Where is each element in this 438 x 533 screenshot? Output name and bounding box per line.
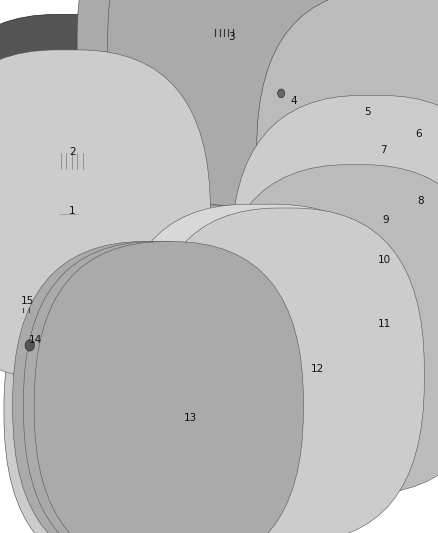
FancyBboxPatch shape [212, 35, 240, 48]
FancyBboxPatch shape [390, 195, 409, 208]
FancyBboxPatch shape [0, 14, 202, 341]
FancyBboxPatch shape [13, 241, 282, 533]
Polygon shape [86, 197, 97, 208]
Circle shape [25, 340, 35, 351]
FancyBboxPatch shape [4, 247, 271, 533]
Circle shape [415, 132, 419, 137]
FancyBboxPatch shape [116, 204, 407, 533]
FancyBboxPatch shape [360, 215, 380, 230]
FancyBboxPatch shape [20, 297, 35, 309]
Text: 4: 4 [290, 96, 297, 106]
Text: 5: 5 [364, 107, 371, 117]
Text: 10: 10 [378, 255, 391, 265]
FancyBboxPatch shape [147, 208, 424, 533]
Text: 7: 7 [380, 146, 387, 155]
Polygon shape [0, 147, 366, 305]
Text: 12: 12 [311, 364, 324, 374]
Circle shape [50, 249, 122, 337]
FancyBboxPatch shape [34, 241, 304, 533]
Text: 11: 11 [378, 319, 391, 329]
FancyBboxPatch shape [77, 0, 343, 206]
Circle shape [241, 249, 314, 337]
FancyBboxPatch shape [44, 247, 311, 533]
Text: 1: 1 [69, 206, 76, 215]
Text: 8: 8 [417, 197, 424, 206]
Circle shape [278, 89, 285, 98]
FancyBboxPatch shape [53, 206, 95, 222]
FancyBboxPatch shape [23, 241, 293, 533]
FancyBboxPatch shape [244, 360, 297, 390]
Circle shape [265, 278, 290, 309]
Circle shape [58, 259, 114, 328]
Polygon shape [90, 140, 325, 201]
Ellipse shape [22, 239, 47, 255]
Text: 9: 9 [382, 215, 389, 224]
FancyBboxPatch shape [231, 95, 438, 435]
Polygon shape [90, 140, 197, 201]
Text: 14: 14 [29, 335, 42, 345]
FancyBboxPatch shape [139, 399, 176, 424]
Text: 6: 6 [415, 130, 422, 139]
Text: 3: 3 [228, 33, 235, 42]
FancyBboxPatch shape [54, 147, 95, 175]
Circle shape [74, 278, 99, 309]
FancyBboxPatch shape [360, 252, 383, 279]
Ellipse shape [42, 280, 57, 289]
FancyBboxPatch shape [257, 0, 438, 318]
Text: 2: 2 [69, 147, 76, 157]
FancyBboxPatch shape [0, 50, 210, 379]
Polygon shape [191, 140, 325, 201]
Text: 15: 15 [21, 296, 34, 306]
FancyBboxPatch shape [277, 83, 286, 109]
FancyBboxPatch shape [23, 336, 36, 354]
FancyBboxPatch shape [217, 165, 438, 494]
Text: 13: 13 [184, 414, 197, 423]
FancyBboxPatch shape [358, 145, 389, 162]
FancyBboxPatch shape [352, 101, 374, 123]
FancyBboxPatch shape [325, 322, 367, 337]
FancyBboxPatch shape [108, 0, 374, 206]
Circle shape [249, 259, 306, 328]
